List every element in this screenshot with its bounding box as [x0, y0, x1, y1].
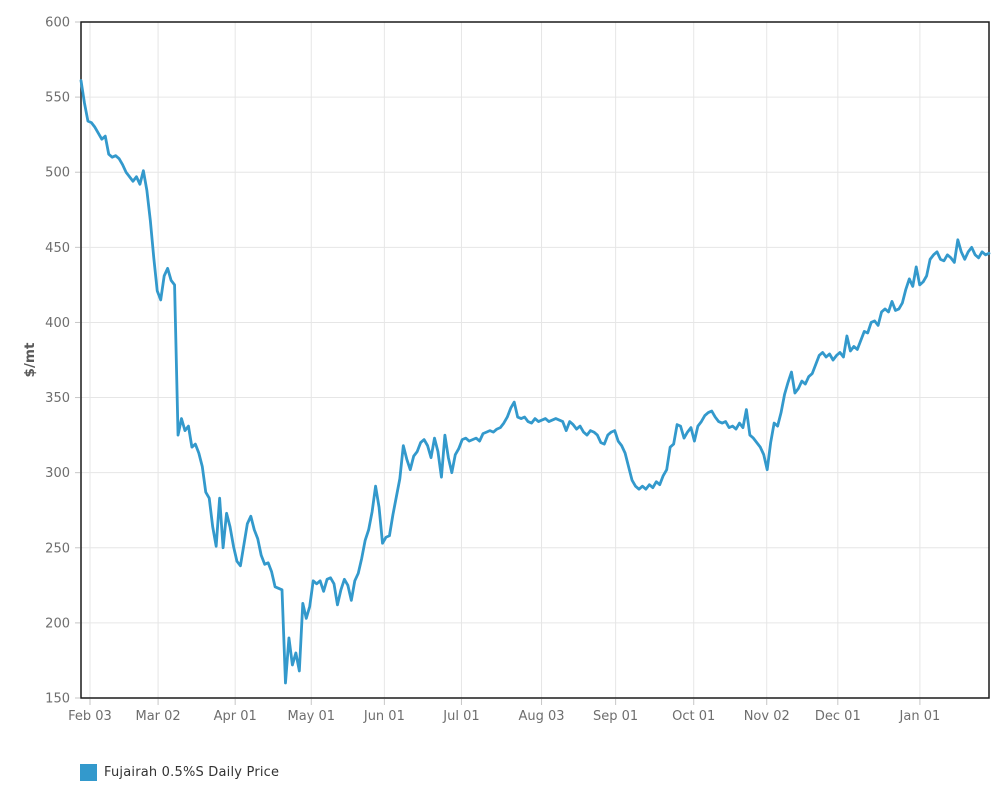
legend-label: Fujairah 0.5%S Daily Price [104, 765, 280, 780]
y-tick-label: 150 [45, 692, 70, 707]
x-tick-label: Jun 01 [363, 709, 405, 724]
x-tick-label: Jul 01 [442, 709, 479, 724]
x-tick-label: Feb 03 [68, 709, 112, 724]
y-tick-label: 350 [45, 391, 70, 406]
x-tick-label: Oct 01 [672, 709, 715, 724]
y-tick-label: 550 [45, 91, 70, 106]
y-tick-label: 500 [45, 166, 70, 181]
legend-swatch [80, 764, 97, 781]
x-tick-label: May 01 [287, 709, 335, 724]
y-axis-title: $/mt [22, 342, 38, 377]
x-tick-label: Sep 01 [593, 709, 638, 724]
price-line [79, 79, 991, 685]
plot-border [80, 21, 990, 699]
x-tick-label: Nov 02 [744, 709, 790, 724]
plot-area: 600 550 500 450 400 350 300 250 200 150 Feb 03 Mar … [22, 16, 991, 724]
x-tick-label: Jan 01 [899, 709, 941, 724]
x-tick-label: Dec 01 [815, 709, 861, 724]
y-tick-label: 300 [45, 466, 70, 481]
y-tick-label: 600 [45, 16, 70, 31]
x-tick-label: Mar 02 [135, 709, 180, 724]
y-tick-label: 400 [45, 316, 70, 331]
y-tick-label: 250 [45, 541, 70, 556]
y-tick-label: 450 [45, 241, 70, 256]
y-tick-label: 200 [45, 616, 70, 631]
x-tick-label: Aug 03 [519, 709, 565, 724]
legend-item[interactable]: Fujairah 0.5%S Daily Price [80, 764, 279, 781]
x-tick-label: Apr 01 [214, 709, 257, 724]
